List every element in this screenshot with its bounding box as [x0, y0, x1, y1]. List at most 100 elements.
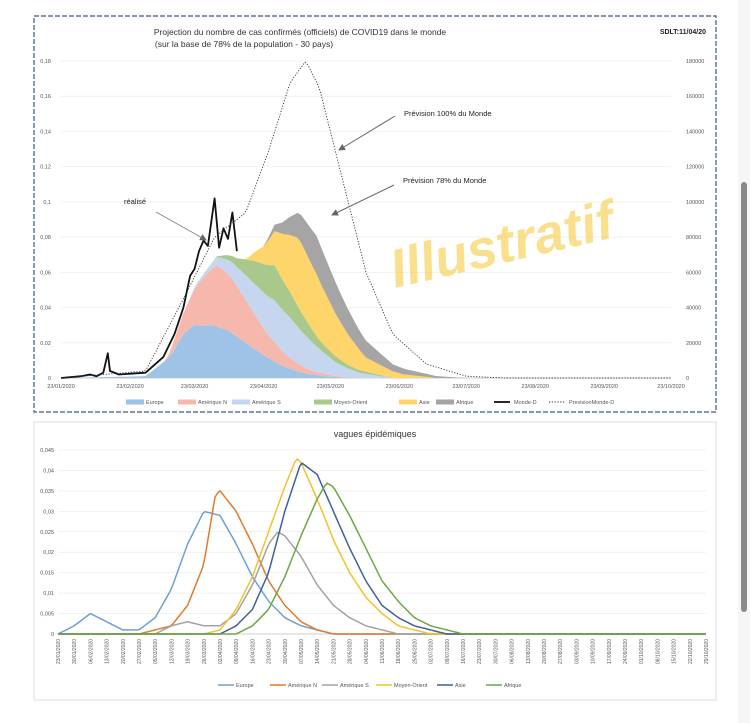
top-y-tick-right: 180000: [686, 59, 704, 65]
bottom-x-tick: 01/10/2020: [639, 639, 645, 664]
legend-item-europe: Europe: [218, 683, 254, 689]
bottom-x-tick: 16/04/2020: [250, 639, 256, 664]
legend-item-amerique-n: Amérique N: [178, 399, 227, 406]
legend-label: Afrique: [504, 683, 521, 689]
bottom-y-tick: 0,03: [43, 509, 54, 515]
top-x-tick: 23/07/2020: [452, 384, 480, 390]
top-y-tick-right: 160000: [686, 94, 704, 100]
legend-swatch: [232, 399, 250, 405]
bottom-x-tick: 27/08/2020: [558, 639, 564, 664]
bottom-y-tick: 0,005: [40, 612, 54, 618]
bottom-x-tick: 25/06/2020: [412, 639, 418, 664]
top-y-tick-right: 80000: [686, 235, 701, 241]
bottom-y-tick: 0,025: [40, 530, 54, 536]
bottom-y-axis: 0 0,005 0,01 0,015 0,02 0,025 0,03 0,035 0,04 0,0…: [40, 448, 54, 638]
bottom-x-tick: 14/05/2020: [315, 639, 321, 664]
top-y-tick-right: 20000: [686, 341, 701, 347]
area-amerique-n: [61, 265, 671, 378]
legend-label: PrevisionMonde-D: [569, 400, 614, 406]
bottom-x-tick: 23/07/2020: [477, 639, 483, 664]
legend-swatch: [126, 399, 144, 405]
bottom-lines: [57, 458, 706, 635]
scrollbar-thumb[interactable]: [741, 182, 747, 612]
legend-item-moyen-orient: Moyen-Orient: [376, 683, 428, 689]
bottom-x-tick: 22/10/2020: [688, 639, 694, 664]
top-chart-title: Projection du nombre de cas confirmés (o…: [154, 27, 447, 37]
legend-swatch: [178, 399, 196, 405]
annotation-prev100-arrow: [338, 115, 396, 151]
area-europe: [61, 325, 671, 378]
legend-item-afrique: Afrique: [436, 399, 473, 406]
bottom-x-tick: 06/08/2020: [510, 639, 516, 664]
tag-label: SDLT:11/04/20: [660, 29, 706, 36]
bottom-x-tick: 15/10/2020: [672, 639, 678, 664]
annotation-realise-arrow: [155, 211, 207, 241]
annotation-prev100: Prévision 100% du Monde: [404, 109, 492, 118]
bottom-x-tick: 17/09/2020: [607, 639, 613, 664]
legend-item-asie: Asie: [437, 683, 466, 689]
legend-item-amerique-s: Amérique S: [322, 683, 369, 689]
annotation-prev78-arrow: [331, 184, 395, 216]
annotation-realise: réalisé: [124, 197, 146, 206]
legend-label: Amérique S: [340, 683, 369, 689]
top-stacked-areas: [61, 212, 671, 378]
bottom-x-tick: 23/01/2020: [56, 639, 62, 664]
top-y-tick-left: 0,04: [40, 306, 51, 312]
bottom-x-tick: 05/03/2020: [153, 639, 159, 664]
bottom-x-tick: 24/09/2020: [623, 639, 629, 664]
top-x-axis: 23/01/2020 23/02/2020 23/03/2020 23/04/2020…: [47, 384, 685, 390]
top-chart-subtitle: (sur la base de 78% de la population - 3…: [155, 39, 333, 49]
legend-item-amerique-n: Amérique N: [270, 683, 317, 689]
top-panel-frame: [33, 15, 717, 413]
bottom-y-tick: 0,045: [40, 448, 54, 454]
bottom-y-tick: 0: [51, 632, 54, 638]
top-y-tick-right: 60000: [686, 270, 701, 276]
top-y-tick-left: 0: [48, 376, 51, 382]
legend-label: Europe: [236, 683, 254, 689]
bottom-legend: Europe Amérique N Amérique S Moyen-Orient As…: [218, 683, 521, 689]
top-y-tick-left: 0,06: [40, 270, 51, 276]
top-y-tick-left: 0,02: [40, 341, 51, 347]
bottom-chart-title: vagues épidémiques: [334, 429, 417, 439]
vertical-scrollbar[interactable]: [738, 0, 750, 723]
legend-swatch: [399, 399, 417, 405]
legend-item-monde-d: Monde-D: [494, 400, 537, 406]
legend-item-asie: Asie: [399, 399, 430, 406]
bottom-x-tick: 29/10/2020: [704, 639, 710, 664]
bottom-x-tick: 12/03/2020: [169, 639, 175, 664]
legend-swatch: [314, 399, 332, 405]
top-y-tick-right: 100000: [686, 200, 704, 206]
top-x-tick: 23/09/2020: [590, 384, 618, 390]
bottom-y-tick: 0,01: [43, 591, 54, 597]
bottom-panel-frame: [33, 421, 717, 701]
bottom-x-tick: 18/06/2020: [396, 639, 402, 664]
top-y-tick-left: 0,1: [43, 200, 51, 206]
line-previsionmonde-d: [60, 61, 671, 379]
top-y-tick-right: 40000: [686, 306, 701, 312]
bottom-x-tick: 20/08/2020: [542, 639, 548, 664]
legend-label: Amérique N: [288, 683, 317, 689]
top-y-tick-right: 140000: [686, 129, 704, 135]
bottom-x-tick: 16/07/2020: [461, 639, 467, 664]
bottom-x-tick: 04/06/2020: [364, 639, 370, 664]
bottom-x-tick: 27/02/2020: [137, 639, 143, 664]
area-afrique: [61, 212, 671, 378]
bottom-x-tick: 30/07/2020: [493, 639, 499, 664]
bottom-x-tick: 02/07/2020: [429, 639, 435, 664]
bottom-y-tick: 0,02: [43, 550, 54, 556]
top-x-tick: 23/02/2020: [116, 384, 144, 390]
legend-label: Europe: [146, 400, 164, 406]
top-x-tick: 23/08/2020: [521, 384, 549, 390]
bottom-y-tick: 0,015: [40, 571, 54, 577]
bottom-x-tick: 13/02/2020: [105, 639, 111, 664]
top-x-tick: 23/01/2020: [47, 384, 75, 390]
top-y-tick-left: 0,16: [40, 94, 51, 100]
bottom-x-tick: 07/05/2020: [299, 639, 305, 664]
bottom-x-tick: 21/05/2020: [331, 639, 337, 664]
legend-item-afrique: Afrique: [486, 683, 521, 689]
top-y-tick-right: 120000: [686, 165, 704, 171]
bottom-x-tick: 02/04/2020: [218, 639, 224, 664]
top-y-axis-right: 0 20000 40000 60000 80000 100000 120000 140000 1…: [686, 59, 704, 382]
top-y-tick-right: 0: [686, 376, 689, 382]
bottom-x-tick: 13/08/2020: [526, 639, 532, 664]
